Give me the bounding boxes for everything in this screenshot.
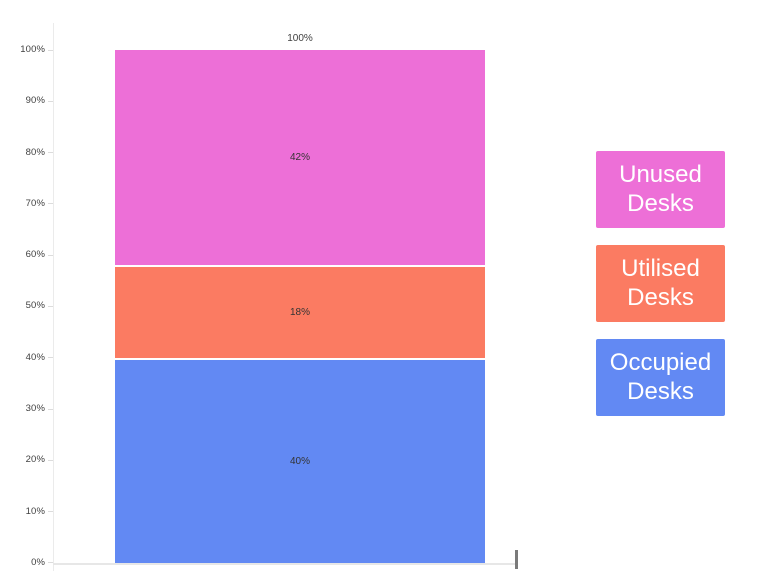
y-tick-label: 70% xyxy=(25,197,45,209)
y-tick-label: 10% xyxy=(25,505,45,517)
legend-item-utilised-desks[interactable]: Utilised Desks xyxy=(596,245,725,322)
y-tick-label: 20% xyxy=(25,454,45,466)
y-tick-label: 100% xyxy=(20,44,45,55)
bar-total-label: 100% xyxy=(287,33,313,44)
legend-item-unused-desks[interactable]: Unused Desks xyxy=(596,151,725,228)
y-axis-tick-labels: 100% 90% 80% 70% 60% 50% 40% 30% 20% 10%… xyxy=(0,45,45,568)
y-tick-mark xyxy=(48,357,53,359)
y-tick-mark xyxy=(48,511,53,513)
stacked-bar: 42% 18% 40% xyxy=(115,50,485,563)
y-axis-line xyxy=(53,23,54,571)
y-tick-label: 60% xyxy=(25,249,45,261)
y-tick-mark xyxy=(48,459,53,461)
legend-label: Unused Desks xyxy=(619,160,702,217)
bar-segment-unused-desks[interactable]: 42% xyxy=(115,50,485,266)
y-tick-mark xyxy=(48,203,53,205)
segment-value-label: 40% xyxy=(289,455,310,467)
y-tick-mark xyxy=(48,305,53,307)
y-tick-mark xyxy=(48,49,53,51)
y-tick-label: 0% xyxy=(31,556,45,568)
segment-value-label: 42% xyxy=(289,152,310,164)
bar-segment-utilised-desks[interactable]: 18% xyxy=(115,265,485,358)
y-tick-mark xyxy=(48,562,53,564)
y-tick-mark xyxy=(48,152,53,154)
legend-item-occupied-desks[interactable]: Occupied Desks xyxy=(596,339,725,416)
y-tick-mark xyxy=(48,100,53,102)
y-tick-mark xyxy=(48,408,53,410)
text-cursor xyxy=(515,550,518,569)
bar-segment-occupied-desks[interactable]: 40% xyxy=(115,357,485,563)
legend-label: Occupied Desks xyxy=(609,348,712,405)
legend: Unused Desks Utilised Desks Occupied Des… xyxy=(596,151,725,416)
y-tick-label: 90% xyxy=(25,95,45,107)
y-tick-label: 80% xyxy=(25,146,45,158)
y-tick-label: 50% xyxy=(25,300,45,312)
y-axis-tick-marks xyxy=(48,49,53,564)
y-tick-label: 30% xyxy=(25,403,45,415)
legend-label: Utilised Desks xyxy=(621,254,700,311)
segment-value-label: 18% xyxy=(289,307,310,319)
x-axis-line xyxy=(53,563,517,565)
y-tick-mark xyxy=(48,254,53,256)
y-tick-label: 40% xyxy=(25,351,45,363)
